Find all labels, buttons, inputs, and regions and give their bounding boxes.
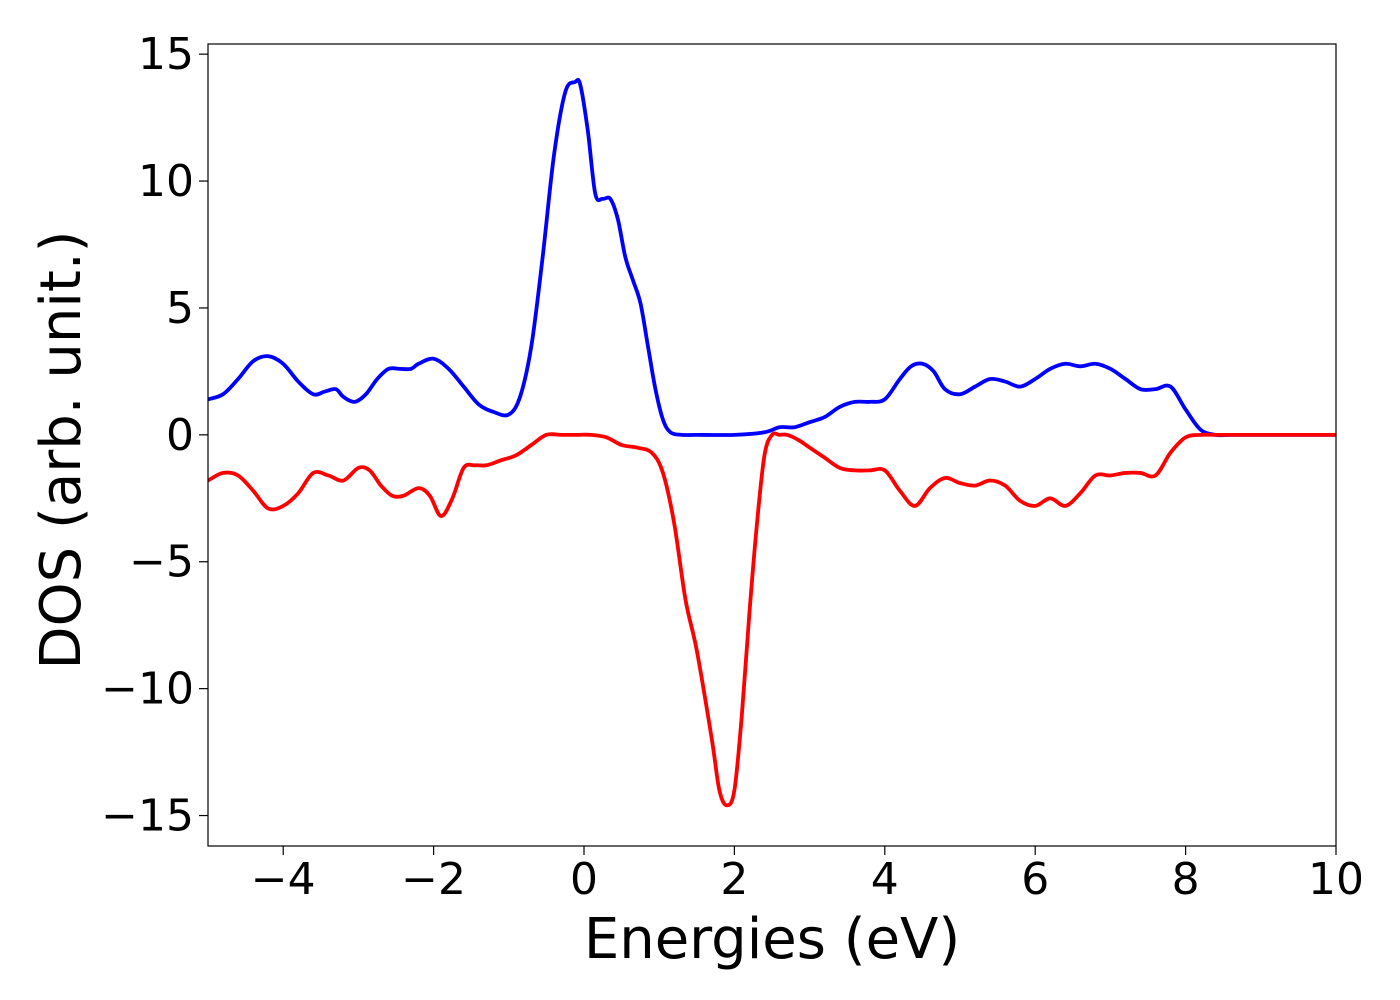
series-line-1 [208, 77, 1336, 438]
series-layer [208, 77, 1336, 808]
y-tick-label: 10 [138, 156, 194, 207]
x-axis: −4 −2 0 2 4 6 8 10 [251, 846, 1364, 905]
x-tick-label: 0 [570, 854, 598, 905]
y-tick-label: −15 [101, 791, 194, 842]
x-tick-label: 6 [1021, 854, 1049, 905]
x-tick-label: −2 [401, 854, 466, 905]
y-tick-label: 5 [166, 283, 194, 334]
y-tick-label: −5 [129, 537, 194, 588]
y-tick-label: 0 [166, 410, 194, 461]
x-tick-label: 2 [720, 854, 748, 905]
x-tick-label: 8 [1172, 854, 1200, 905]
plot-frame [207, 43, 1337, 847]
x-axis-label: Energies (eV) [584, 907, 960, 972]
series-line-2 [208, 431, 1336, 808]
y-tick-label: −10 [101, 664, 194, 715]
y-axis-label: DOS (arb. unit.) [29, 230, 94, 669]
x-tick-label: 4 [871, 854, 899, 905]
x-tick-label: −4 [251, 854, 316, 905]
y-axis: −15 −10 −5 0 5 10 15 [101, 29, 208, 842]
y-tick-label: 15 [138, 29, 194, 80]
x-tick-label: 10 [1308, 854, 1364, 905]
